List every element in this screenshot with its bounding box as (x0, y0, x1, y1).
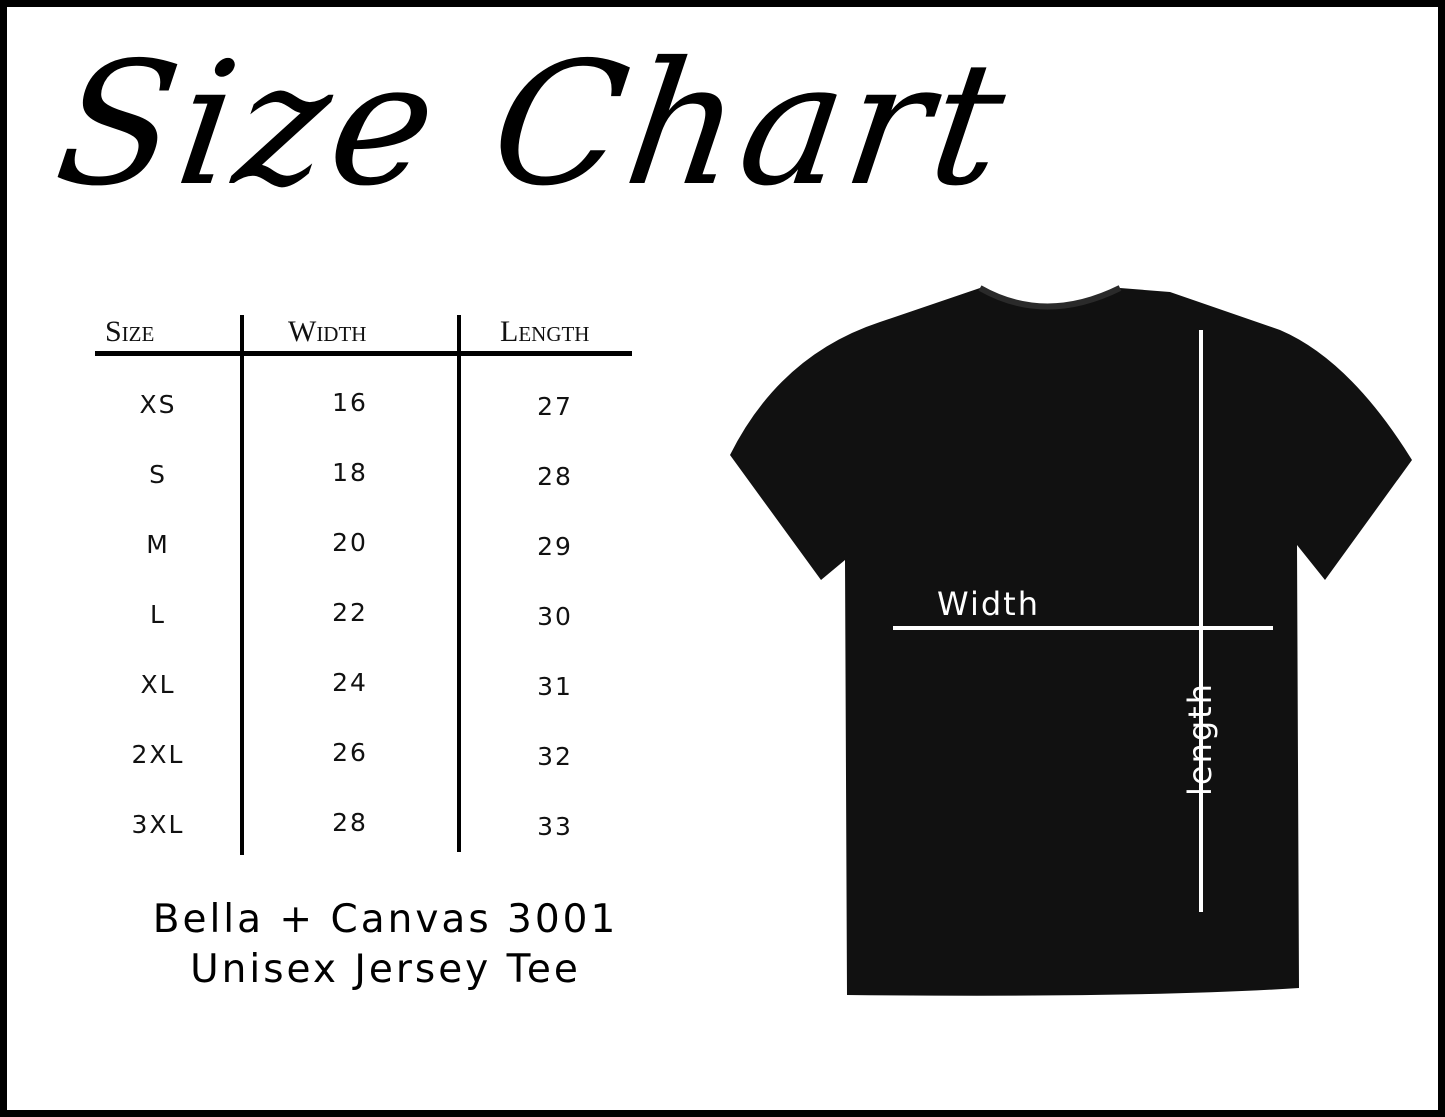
width-label: Width (937, 585, 1040, 623)
cell-width: 20 (332, 528, 368, 557)
cell-size: XL (140, 670, 176, 699)
caption-line-1: Bella + Canvas 3001 (152, 897, 619, 942)
cell-width: 28 (332, 808, 368, 837)
cell-size: 3XL (131, 810, 185, 839)
cell-length: 31 (537, 672, 573, 701)
page-title: Size Chart (46, 26, 1020, 224)
cell-length: 28 (537, 462, 573, 491)
cell-size: S (149, 460, 167, 489)
cell-length: 33 (537, 812, 573, 841)
product-caption: Bella + Canvas 3001 Unisex Jersey Tee (78, 895, 693, 995)
caption-line-2: Unisex Jersey Tee (190, 947, 581, 992)
header-length: Length (500, 315, 590, 348)
cell-width: 22 (332, 598, 368, 627)
cell-size: L (150, 600, 166, 629)
header-size: Size (105, 315, 155, 348)
cell-width: 26 (332, 738, 368, 767)
header-divider (95, 351, 632, 356)
size-table: Size Width Length XS 16 27 S 18 28 M 20 29 L 22 30 X… (95, 315, 632, 855)
cell-size: 2XL (131, 740, 185, 769)
cell-size: M (146, 530, 170, 559)
header-width: Width (288, 315, 367, 348)
cell-length: 27 (537, 392, 573, 421)
length-label: length (1181, 682, 1219, 796)
cell-width: 18 (332, 458, 368, 487)
cell-size: XS (139, 390, 177, 419)
cell-length: 29 (537, 532, 573, 561)
column-divider (457, 315, 461, 852)
tshirt-illustration (730, 285, 1412, 996)
column-divider (240, 315, 244, 855)
cell-width: 16 (332, 388, 368, 417)
tshirt-body (730, 288, 1412, 996)
cell-width: 24 (332, 668, 368, 697)
cell-length: 30 (537, 602, 573, 631)
cell-length: 32 (537, 742, 573, 771)
tshirt-collar (978, 285, 1122, 310)
